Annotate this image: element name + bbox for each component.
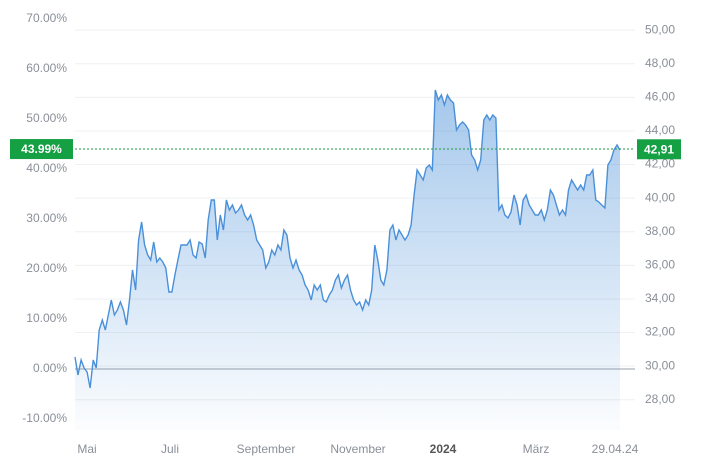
x-tick-label: September <box>237 442 296 456</box>
y-tick-label: 60.00% <box>26 61 67 75</box>
y2-tick-label: 44,00 <box>645 123 675 137</box>
y2-tick-label: 28,00 <box>645 392 675 406</box>
current-price-label: 42,91 <box>644 142 674 156</box>
y2-tick-label: 36,00 <box>645 258 675 272</box>
y2-tick-label: 40,00 <box>645 190 675 204</box>
y2-tick-label: 46,00 <box>645 90 675 104</box>
y2-tick-label: 38,00 <box>645 224 675 238</box>
x-tick-label: März <box>523 442 550 456</box>
y-tick-label: 70.00% <box>26 11 67 25</box>
y2-tick-label: 42,00 <box>645 157 675 171</box>
y2-tick-label: 50,00 <box>645 22 675 36</box>
y-tick-label: 50.00% <box>26 111 67 125</box>
y-tick-label: 20.00% <box>26 261 67 275</box>
y-tick-label: 10.00% <box>26 311 67 325</box>
x-tick-label: 2024 <box>430 442 457 456</box>
x-tick-label: 29.04.24 <box>592 442 639 456</box>
area-fill <box>75 90 620 430</box>
y2-tick-label: 34,00 <box>645 291 675 305</box>
x-tick-label: Juli <box>161 442 179 456</box>
y2-tick-label: 30,00 <box>645 358 675 372</box>
y2-tick-label: 48,00 <box>645 56 675 70</box>
y-tick-label: 30.00% <box>26 211 67 225</box>
y-tick-label: -10.00% <box>22 411 67 425</box>
current-percent-label: 43.99% <box>21 142 62 156</box>
current-percent-box <box>10 139 73 160</box>
current-price-box <box>637 139 681 160</box>
price-line <box>74 89 621 389</box>
y-tick-label: 40.00% <box>26 161 67 175</box>
y2-tick-label: 32,00 <box>645 325 675 339</box>
x-tick-label: November <box>330 442 385 456</box>
y-tick-label: 0.00% <box>33 361 67 375</box>
x-tick-label: Mai <box>77 442 96 456</box>
